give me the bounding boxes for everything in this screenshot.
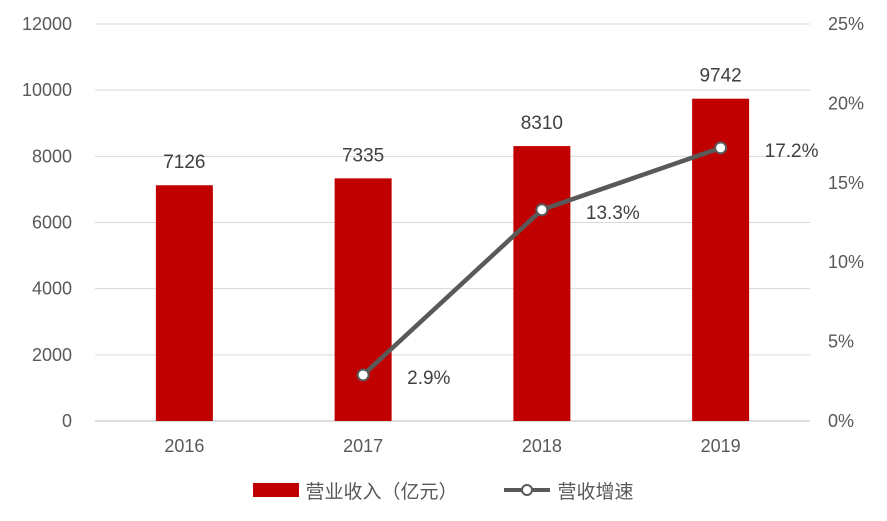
growth-point <box>535 203 549 217</box>
bar-data-label: 9742 <box>699 66 741 87</box>
legend-label-growth: 营收增速 <box>557 481 634 503</box>
left-tick-label: 8000 <box>32 146 72 166</box>
legend-label-revenue: 营业收入（亿元） <box>305 481 458 503</box>
x-tick-label: 2017 <box>343 436 383 456</box>
right-tick-label: 10% <box>828 252 864 272</box>
bar-data-label: 7335 <box>342 145 384 166</box>
bar-data-label: 8310 <box>521 113 563 134</box>
growth-data-label: 13.3% <box>586 203 640 224</box>
right-tick-label: 25% <box>828 14 864 34</box>
bar <box>334 178 392 421</box>
legend: 营业收入（亿元） 营收增速 <box>0 474 887 506</box>
left-tick-label: 4000 <box>32 279 72 299</box>
growth-data-label: 2.9% <box>407 368 450 389</box>
legend-item-growth: 营收增速 <box>502 477 634 504</box>
bar <box>513 146 571 421</box>
right-tick-label: 20% <box>828 93 864 113</box>
left-tick-label: 10000 <box>22 80 72 100</box>
revenue-growth-chart: 0 2000 4000 6000 8000 10000 12000 0% 5% 10% 15% 20%… <box>22 14 864 456</box>
legend-swatch-revenue <box>253 483 300 497</box>
left-tick-label: 6000 <box>32 213 72 233</box>
x-tick-label: 2018 <box>522 436 562 456</box>
bar-data-label: 7126 <box>163 152 205 173</box>
left-tick-label: 2000 <box>32 345 72 365</box>
growth-point <box>714 141 728 155</box>
left-tick-label: 0 <box>62 411 72 431</box>
right-tick-label: 5% <box>828 332 854 352</box>
bar <box>155 185 213 421</box>
right-tick-label: 0% <box>828 411 854 431</box>
growth-data-label: 17.2% <box>765 141 819 162</box>
right-tick-label: 15% <box>828 173 864 193</box>
growth-point <box>356 368 370 382</box>
left-tick-label: 12000 <box>22 14 72 34</box>
legend-item-revenue: 营业收入（亿元） <box>253 477 458 504</box>
legend-swatch-growth <box>503 484 550 496</box>
x-tick-label: 2019 <box>701 436 741 456</box>
x-tick-label: 2016 <box>164 436 204 456</box>
